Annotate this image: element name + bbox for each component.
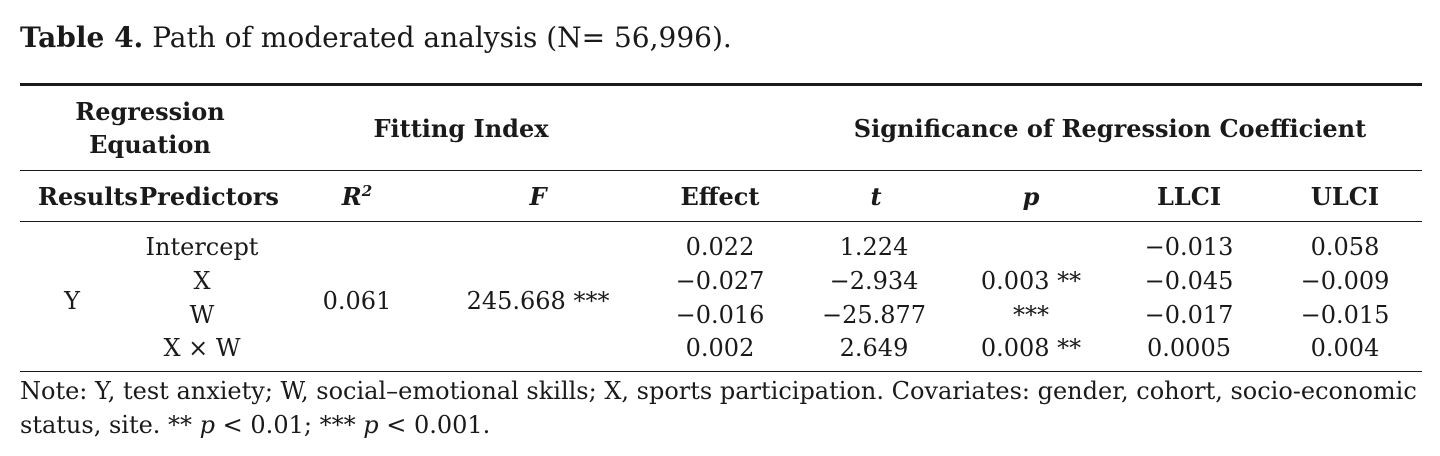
header-regression-line2: Equation bbox=[89, 130, 211, 159]
effect-cell: −0.016 bbox=[675, 301, 765, 329]
bottom-rule bbox=[20, 371, 1422, 372]
result-y: Y bbox=[64, 287, 80, 315]
note-line-1: Note: Y, test anxiety; W, social–emotion… bbox=[20, 377, 1417, 405]
f-value: 245.668 *** bbox=[466, 287, 610, 315]
col-header-effect: Effect bbox=[680, 182, 760, 211]
t-cell: 2.649 bbox=[839, 334, 909, 362]
table-note: Note: Y, test anxiety; W, social–emotion… bbox=[20, 374, 1430, 442]
effect-cell: 0.022 bbox=[685, 233, 755, 261]
llci-cell: −0.045 bbox=[1144, 267, 1234, 295]
t-cell: −25.877 bbox=[821, 301, 927, 329]
table-label: Table 4. bbox=[20, 21, 144, 54]
column-header-divider bbox=[20, 221, 1422, 222]
col-header-r-squared: R2 bbox=[341, 182, 373, 211]
header-regression-line1: Regression bbox=[75, 97, 225, 126]
ulci-cell: 0.004 bbox=[1310, 334, 1380, 362]
ulci-cell: 0.058 bbox=[1310, 233, 1380, 261]
col-header-llci: LLCI bbox=[1156, 182, 1222, 211]
col-header-t: t bbox=[870, 182, 882, 211]
llci-cell: 0.0005 bbox=[1147, 334, 1231, 362]
table-title: Path of moderated analysis (N= 56,996). bbox=[143, 21, 732, 54]
ulci-cell: −0.015 bbox=[1300, 301, 1390, 329]
table-caption: Table 4. Path of moderated analysis (N= … bbox=[20, 18, 732, 58]
table-row: X bbox=[193, 267, 211, 295]
p-cell: 0.008 ** bbox=[980, 334, 1082, 362]
effect-cell: 0.002 bbox=[685, 334, 755, 362]
col-header-predictors: Predictors bbox=[139, 182, 279, 211]
table-row: X × W bbox=[163, 334, 241, 362]
llci-cell: −0.013 bbox=[1144, 233, 1234, 261]
col-header-f: F bbox=[529, 182, 547, 211]
p-cell: 0.003 ** bbox=[980, 267, 1082, 295]
note-line-2: status, site. ** p < 0.01; *** p < 0.001… bbox=[20, 411, 491, 439]
col-header-ulci: ULCI bbox=[1310, 182, 1380, 211]
p-cell: *** bbox=[1013, 301, 1049, 329]
col-header-p: p bbox=[1022, 182, 1040, 211]
top-rule bbox=[20, 83, 1422, 86]
t-cell: −2.934 bbox=[829, 267, 919, 295]
col-header-results: Results bbox=[38, 182, 138, 211]
t-cell: 1.224 bbox=[839, 233, 909, 261]
header-fitting-index: Fitting Index bbox=[373, 114, 549, 143]
header-significance: Significance of Regression Coefficient bbox=[853, 114, 1367, 143]
table-row: Intercept bbox=[145, 233, 259, 261]
header-divider bbox=[20, 170, 1422, 171]
ulci-cell: −0.009 bbox=[1300, 267, 1390, 295]
llci-cell: −0.017 bbox=[1144, 301, 1234, 329]
effect-cell: −0.027 bbox=[675, 267, 765, 295]
r-squared-value: 0.061 bbox=[322, 287, 392, 315]
table-row: W bbox=[189, 301, 215, 329]
